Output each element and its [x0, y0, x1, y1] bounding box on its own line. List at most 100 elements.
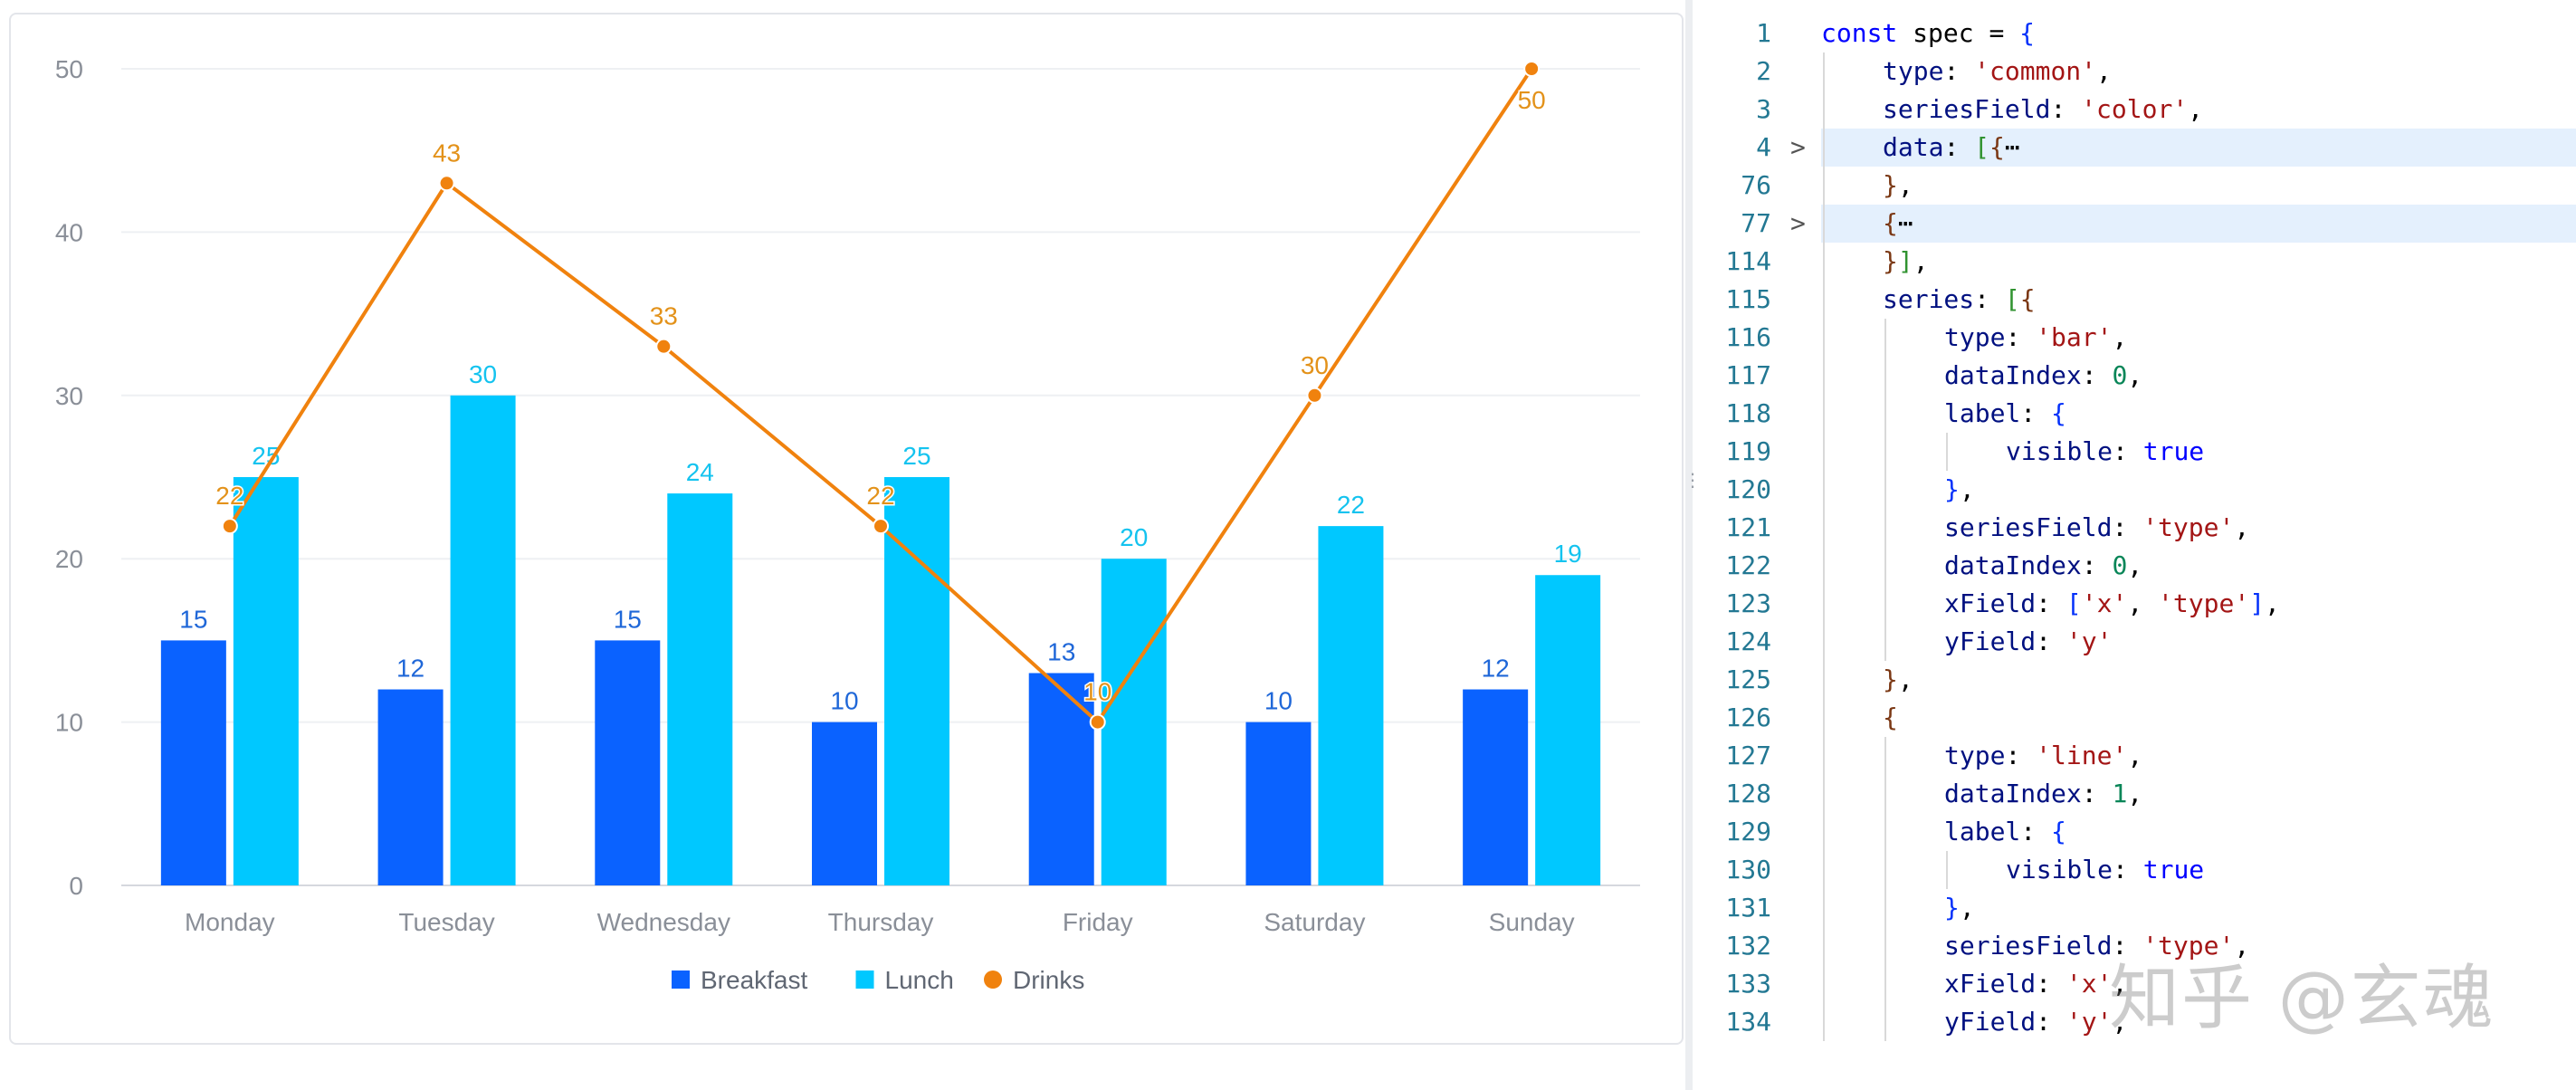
code-text[interactable]: label: {	[1821, 813, 2576, 851]
code-text[interactable]: seriesField: 'type',	[1821, 509, 2576, 547]
code-line[interactable]: 77 > {⋯	[1694, 205, 2576, 243]
code-line[interactable]: 114}],	[1694, 243, 2576, 281]
code-token: true	[2142, 436, 2205, 466]
code-text[interactable]: seriesField: 'color',	[1821, 91, 2576, 129]
code-text[interactable]: },	[1821, 167, 2576, 205]
line-number: 3	[1756, 94, 1771, 124]
line-number: 125	[1725, 665, 1771, 694]
legend-marker-breakfast	[672, 970, 690, 989]
code-text[interactable]: xField: ['x', 'type'],	[1821, 585, 2576, 623]
code-line[interactable]: 118 label: {	[1694, 395, 2576, 433]
bar-lunch	[233, 477, 299, 885]
fold-chevron-icon[interactable]: >	[1790, 132, 1806, 162]
code-text[interactable]: data: [{⋯	[1821, 129, 2576, 167]
line-number: 127	[1725, 741, 1771, 770]
indent-guide	[1884, 395, 1886, 433]
code-line[interactable]: 133 xField: 'x',	[1694, 965, 2576, 1003]
code-text[interactable]: visible: true	[1821, 851, 2576, 889]
code-text[interactable]: }],	[1821, 243, 2576, 281]
code-token: :	[2112, 931, 2143, 961]
code-text[interactable]: series: [{	[1821, 281, 2576, 319]
code-line[interactable]: 129 label: {	[1694, 813, 2576, 851]
code-token: ,	[2127, 360, 2143, 390]
indent-guide	[1823, 1003, 1825, 1041]
line-number: 4	[1756, 132, 1771, 162]
code-text[interactable]: label: {	[1821, 395, 2576, 433]
code-text[interactable]: {⋯	[1821, 205, 2576, 243]
bar-breakfast	[1463, 689, 1529, 885]
code-line[interactable]: 76},	[1694, 167, 2576, 205]
code-line[interactable]: 121 seriesField: 'type',	[1694, 509, 2576, 547]
code-line[interactable]: 134 yField: 'y',	[1694, 1003, 2576, 1041]
bar-data-label: 30	[469, 360, 497, 388]
code-text[interactable]: },	[1821, 661, 2576, 699]
code-line[interactable]: 117 dataIndex: 0,	[1694, 357, 2576, 395]
code-line[interactable]: 128 dataIndex: 1,	[1694, 775, 2576, 813]
line-number: 128	[1725, 779, 1771, 808]
bar-breakfast	[595, 640, 661, 885]
code-text[interactable]: yField: 'y'	[1821, 623, 2576, 661]
code-text[interactable]: dataIndex: 0,	[1821, 357, 2576, 395]
code-text[interactable]: visible: true	[1821, 433, 2576, 471]
code-token: ,	[2234, 512, 2250, 542]
code-line[interactable]: 125},	[1694, 661, 2576, 699]
code-token: ,	[2112, 969, 2128, 999]
code-line[interactable]: 132 seriesField: 'type',	[1694, 927, 2576, 965]
bar-data-label: 20	[1120, 523, 1148, 551]
indent-guide	[1823, 319, 1825, 357]
code-line[interactable]: 127 type: 'line',	[1694, 737, 2576, 775]
indent-guide	[1823, 205, 1825, 243]
bar-breakfast	[377, 689, 444, 885]
code-text[interactable]: xField: 'x',	[1821, 965, 2576, 1003]
code-line[interactable]: 123 xField: ['x', 'type'],	[1694, 585, 2576, 623]
line-number: 77	[1741, 208, 1771, 238]
indent-guide	[1884, 585, 1886, 623]
code-token: 'line'	[2036, 741, 2128, 770]
code-token: ,	[2127, 779, 2143, 808]
code-token: 'color'	[2081, 94, 2189, 124]
code-text[interactable]: dataIndex: 0,	[1821, 547, 2576, 585]
code-line[interactable]: 131},	[1694, 889, 2576, 927]
code-text[interactable]: },	[1821, 471, 2576, 509]
line-number: 130	[1725, 855, 1771, 884]
line-data-label: 22	[215, 482, 243, 510]
code-text[interactable]: type: 'bar',	[1821, 319, 2576, 357]
code-line[interactable]: 4 > data: [{⋯	[1694, 129, 2576, 167]
code-line[interactable]: 119 visible: true	[1694, 433, 2576, 471]
bar-data-label: 12	[1482, 655, 1510, 683]
splitter-grip-icon[interactable]: ⋮	[1684, 469, 1702, 491]
pane-splitter[interactable]	[1685, 0, 1693, 1090]
code-line[interactable]: 115 series: [{	[1694, 281, 2576, 319]
line-point	[873, 518, 889, 535]
code-line[interactable]: 2 type: 'common',	[1694, 53, 2576, 91]
indent-guide	[1946, 851, 1948, 889]
code-line[interactable]: 124 yField: 'y'	[1694, 623, 2576, 661]
fold-chevron-icon[interactable]: >	[1790, 208, 1806, 238]
code-line[interactable]: 1 const spec = {	[1694, 14, 2576, 53]
bar-lunch	[667, 493, 733, 885]
code-text[interactable]: yField: 'y',	[1821, 1003, 2576, 1041]
code-text[interactable]: type: 'line',	[1821, 737, 2576, 775]
code-text[interactable]: type: 'common',	[1821, 53, 2576, 91]
indent-guide	[1823, 737, 1825, 775]
code-token: ,	[1959, 474, 1975, 504]
code-line[interactable]: 122 dataIndex: 0,	[1694, 547, 2576, 585]
code-text[interactable]: dataIndex: 1,	[1821, 775, 2576, 813]
code-line[interactable]: 120},	[1694, 471, 2576, 509]
code-token: ,	[2265, 588, 2280, 618]
code-text[interactable]: },	[1821, 889, 2576, 927]
code-text[interactable]: seriesField: 'type',	[1821, 927, 2576, 965]
code-line[interactable]: 3 seriesField: 'color',	[1694, 91, 2576, 129]
code-line[interactable]: 130 visible: true	[1694, 851, 2576, 889]
code-text[interactable]: const spec = {	[1821, 14, 2576, 53]
code-editor[interactable]: 1 const spec = {2 type: 'common', 3 seriesFi…	[1694, 13, 2576, 1045]
code-line[interactable]: 116 type: 'bar',	[1694, 319, 2576, 357]
indent-guide	[1884, 889, 1886, 927]
indent-guide	[1884, 319, 1886, 357]
bar-data-label: 10	[830, 687, 858, 715]
code-text[interactable]: {	[1821, 699, 2576, 737]
code-token: {	[1989, 132, 2005, 162]
code-token: ⋯	[1897, 208, 1913, 238]
line-number: 115	[1725, 284, 1771, 314]
code-line[interactable]: 126 {	[1694, 699, 2576, 737]
